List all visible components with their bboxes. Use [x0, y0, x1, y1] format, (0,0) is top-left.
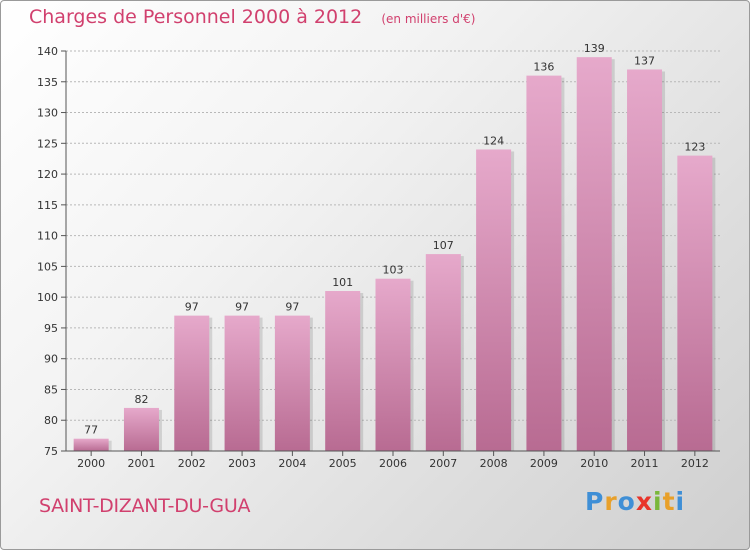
bar-value-label: 124: [483, 134, 504, 147]
bar: [274, 315, 310, 451]
x-tick-label: 2001: [127, 457, 155, 470]
chart-unit-label: (en milliers d'€): [381, 12, 476, 26]
bar-value-label: 123: [684, 141, 705, 154]
bar-value-label: 137: [634, 54, 655, 67]
logo-letter: o: [617, 487, 636, 516]
bar-value-label: 139: [584, 42, 605, 55]
bar: [526, 75, 562, 451]
bar-value-label: 97: [185, 301, 199, 314]
bar: [73, 438, 109, 451]
bar: [325, 291, 361, 451]
x-tick-label: 2009: [530, 457, 558, 470]
y-tick-label: 130: [37, 107, 58, 120]
y-tick-label: 75: [44, 445, 58, 458]
logo-letter: t: [662, 487, 676, 516]
bar-value-label: 97: [235, 301, 249, 314]
x-tick-label: 2006: [379, 457, 407, 470]
x-tick-label: 2007: [429, 457, 457, 470]
bar: [627, 69, 663, 451]
x-tick-label: 2010: [580, 457, 608, 470]
x-tick-label: 2002: [178, 457, 206, 470]
x-tick-label: 2000: [77, 457, 105, 470]
y-tick-label: 125: [37, 137, 58, 150]
x-tick-label: 2004: [278, 457, 306, 470]
logo-letter: i: [653, 487, 663, 516]
bar: [375, 278, 411, 451]
y-tick-label: 120: [37, 168, 58, 181]
logo-letter: i: [675, 487, 686, 516]
logo-letter: x: [635, 487, 653, 516]
proxiti-logo: Proxiti: [585, 487, 685, 516]
x-tick-label: 2005: [329, 457, 357, 470]
bar-value-label: 77: [84, 424, 98, 437]
y-tick-label: 135: [37, 76, 58, 89]
bar-value-label: 103: [383, 264, 404, 277]
town-name: SAINT-DIZANT-DU-GUA: [39, 495, 251, 517]
chart-title-row: Charges de Personnel 2000 à 2012 (en mil…: [29, 6, 475, 28]
y-tick-label: 100: [37, 291, 58, 304]
y-tick-label: 85: [44, 383, 58, 396]
x-tick-label: 2008: [480, 457, 508, 470]
bar: [677, 155, 713, 451]
bar-value-label: 107: [433, 239, 454, 252]
bar-value-label: 136: [533, 61, 554, 74]
bar: [224, 315, 260, 451]
y-tick-label: 115: [37, 199, 58, 212]
bar-value-label: 97: [285, 301, 299, 314]
bar: [576, 57, 612, 452]
bars: [73, 57, 716, 452]
bar-value-label: 101: [332, 276, 353, 289]
bar: [425, 254, 461, 451]
bar: [174, 315, 210, 451]
y-tick-label: 90: [44, 353, 58, 366]
y-tick-label: 80: [44, 414, 58, 427]
chart-title: Charges de Personnel 2000 à 2012: [29, 6, 363, 28]
x-tick-label: 2003: [228, 457, 256, 470]
axes: [61, 50, 720, 456]
labels: 75 80 85 90 95 100 105 110 115 120 125 130 135 140 77 2…: [37, 42, 709, 470]
y-tick-label: 105: [37, 260, 58, 273]
y-tick-label: 140: [37, 45, 58, 58]
y-tick-label: 95: [44, 322, 58, 335]
bar: [123, 407, 159, 451]
logo-letter: P: [585, 487, 605, 516]
logo-letter: r: [604, 487, 618, 516]
x-tick-label: 2011: [631, 457, 659, 470]
bar-value-label: 82: [134, 393, 148, 406]
bar: [476, 149, 512, 451]
x-tick-label: 2012: [681, 457, 709, 470]
y-tick-label: 110: [37, 230, 58, 243]
